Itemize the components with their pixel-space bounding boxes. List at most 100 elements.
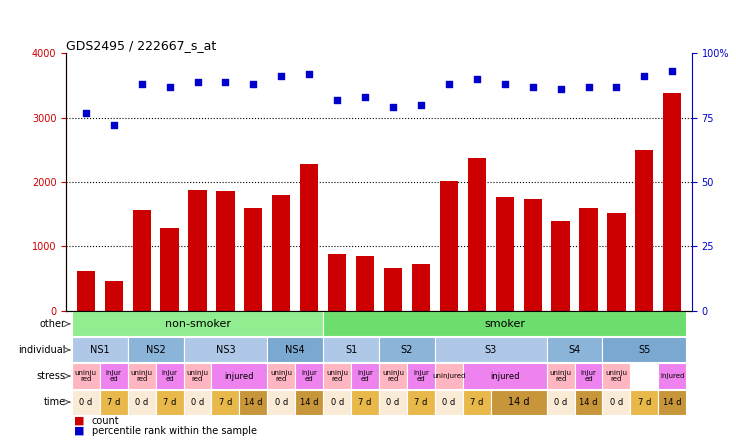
Text: 0 d: 0 d [442, 397, 456, 407]
Bar [295, 364, 323, 388]
Bar [631, 389, 658, 415]
Bar [72, 337, 127, 362]
Bar [105, 281, 123, 311]
Text: 0 d: 0 d [330, 397, 344, 407]
Bar [547, 389, 575, 415]
Bar [155, 364, 183, 388]
Bar [435, 389, 463, 415]
Bar [323, 389, 351, 415]
Bar [547, 337, 603, 362]
Point [666, 68, 678, 75]
Text: uninju
red: uninju red [382, 370, 404, 382]
Text: 0 d: 0 d [554, 397, 567, 407]
Bar [603, 364, 631, 388]
Point [583, 83, 595, 90]
Text: 0 d: 0 d [135, 397, 148, 407]
Text: 14 d: 14 d [244, 397, 263, 407]
Bar [211, 389, 239, 415]
Bar [323, 364, 351, 388]
Text: injured: injured [660, 373, 684, 379]
Text: NS2: NS2 [146, 345, 166, 355]
Point [163, 83, 175, 90]
Bar [127, 389, 155, 415]
Text: non-smoker: non-smoker [165, 319, 230, 329]
Bar [323, 311, 686, 337]
Text: uninju
red: uninju red [270, 370, 292, 382]
Bar [440, 181, 458, 311]
Text: 0 d: 0 d [79, 397, 93, 407]
Bar [635, 151, 654, 311]
Bar [72, 311, 323, 337]
Point [527, 83, 539, 90]
Text: uninju
red: uninju red [606, 370, 627, 382]
Text: NS3: NS3 [216, 345, 236, 355]
Point [499, 81, 511, 88]
Bar [127, 364, 155, 388]
Bar [239, 389, 267, 415]
Text: 7 d: 7 d [414, 397, 428, 407]
Text: S4: S4 [568, 345, 581, 355]
Text: ■: ■ [74, 426, 84, 436]
Text: injur
ed: injur ed [162, 370, 177, 382]
Bar [379, 389, 407, 415]
Bar [132, 210, 151, 311]
Text: uninju
red: uninju red [131, 370, 152, 382]
Bar [351, 389, 379, 415]
Bar [127, 337, 183, 362]
Text: 14 d: 14 d [300, 397, 319, 407]
Bar [300, 164, 318, 311]
Text: time: time [43, 397, 66, 407]
Text: injur
ed: injur ed [106, 370, 121, 382]
Text: ■: ■ [74, 416, 84, 426]
Point [191, 78, 203, 85]
Point [359, 94, 371, 101]
Bar [435, 364, 463, 388]
Bar [100, 389, 127, 415]
Text: count: count [92, 416, 120, 426]
Text: uninju
red: uninju red [186, 370, 208, 382]
Bar [188, 190, 207, 311]
Bar [603, 337, 686, 362]
Point [303, 70, 315, 77]
Point [80, 109, 92, 116]
Point [555, 86, 567, 93]
Bar [295, 389, 323, 415]
Text: GDS2495 / 222667_s_at: GDS2495 / 222667_s_at [66, 39, 216, 52]
Bar [658, 389, 686, 415]
Text: S2: S2 [401, 345, 413, 355]
Text: uninju
red: uninju red [550, 370, 572, 382]
Bar [463, 364, 547, 388]
Bar [407, 364, 435, 388]
Text: 14 d: 14 d [508, 397, 529, 407]
Bar [407, 389, 435, 415]
Bar [658, 364, 686, 388]
Bar [379, 364, 407, 388]
Bar [384, 268, 402, 311]
Bar [100, 364, 127, 388]
Bar [272, 195, 291, 311]
Bar [267, 337, 323, 362]
Text: 7 d: 7 d [219, 397, 232, 407]
Text: other: other [40, 319, 66, 329]
Text: 14 d: 14 d [579, 397, 598, 407]
Bar [183, 364, 211, 388]
Bar [495, 198, 514, 311]
Point [108, 122, 120, 129]
Text: S3: S3 [484, 345, 497, 355]
Text: percentile rank within the sample: percentile rank within the sample [92, 426, 257, 436]
Bar [244, 208, 263, 311]
Text: NS1: NS1 [90, 345, 110, 355]
Bar [155, 389, 183, 415]
Point [247, 81, 259, 88]
Text: 7 d: 7 d [358, 397, 372, 407]
Bar [351, 364, 379, 388]
Text: 7 d: 7 d [470, 397, 484, 407]
Point [415, 101, 427, 108]
Bar [267, 364, 295, 388]
Text: uninjured: uninjured [432, 373, 466, 379]
Point [443, 81, 455, 88]
Bar [211, 364, 267, 388]
Point [219, 78, 231, 85]
Text: 7 d: 7 d [637, 397, 651, 407]
Text: injur
ed: injur ed [413, 370, 429, 382]
